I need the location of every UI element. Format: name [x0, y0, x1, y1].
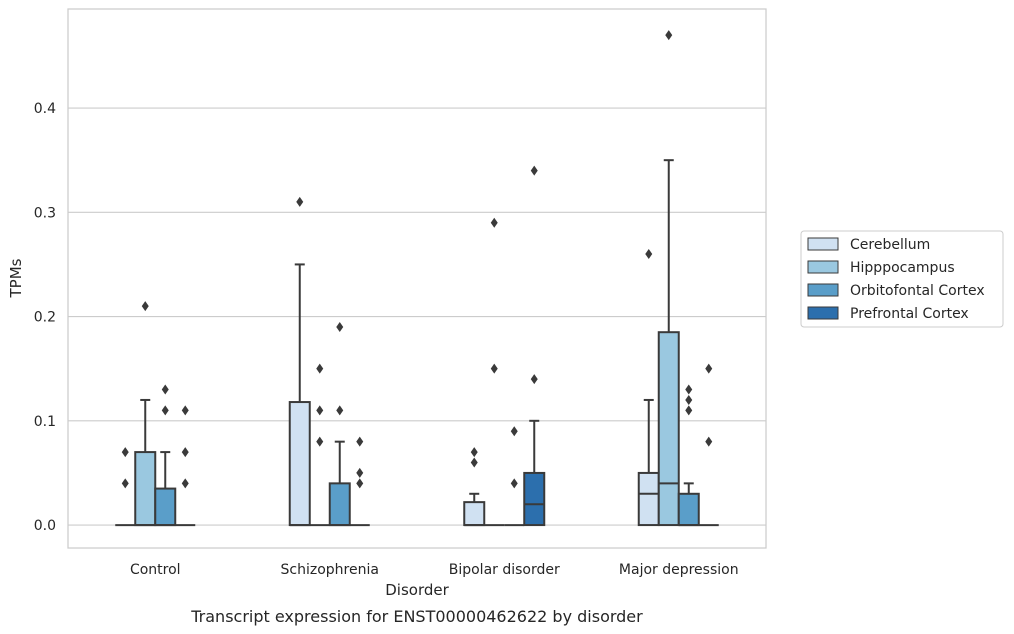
legend-swatch: [807, 237, 839, 251]
outlier-point: [645, 249, 653, 259]
outlier-point: [121, 478, 129, 489]
x-tick-label: Bipolar disorder: [449, 562, 560, 578]
outlier-point: [181, 478, 189, 489]
legend-label: Cerebellum: [850, 237, 930, 253]
legend-swatch: [807, 283, 839, 297]
x-axis-ticks: Control Schizophrenia Bipolar disorder Majo…: [130, 562, 739, 578]
legend-label: Prefrontal Cortex: [850, 306, 969, 322]
outlier-point: [685, 384, 693, 395]
box-prefrontal-cortex: [175, 405, 196, 527]
outlier-point: [316, 363, 324, 374]
outlier-point: [685, 405, 693, 416]
y-tick-label: 0.3: [34, 205, 56, 221]
outlier-point: [121, 447, 129, 458]
plot-area-frame: [67, 8, 767, 549]
box-cerebellum: [637, 249, 660, 527]
box-hipppocampus: [484, 217, 505, 527]
box-body: [523, 471, 546, 527]
legend-swatch: [807, 306, 839, 320]
outlier-point: [316, 436, 324, 447]
outlier-point: [356, 478, 364, 489]
box-hipppocampus: [657, 30, 680, 527]
outlier-point: [510, 426, 518, 437]
outlier-point: [510, 478, 518, 489]
legend-frame: [800, 230, 1004, 328]
outlier-point: [490, 217, 498, 228]
y-tick-label: 0.0: [34, 518, 56, 534]
outlier-point: [356, 467, 364, 478]
box-body: [328, 482, 351, 527]
box-cerebellum: [463, 447, 486, 527]
outlier-point: [161, 384, 169, 395]
outlier-point: [470, 457, 478, 468]
legend: Cerebellum Hipppocampus Orbitofontal Corte…: [800, 230, 1004, 328]
boxes: [115, 30, 719, 527]
box-body: [288, 401, 311, 527]
x-tick-label: Schizophrenia: [281, 562, 379, 578]
outlier-point: [181, 447, 189, 458]
y-tick-label: 0.2: [34, 310, 56, 326]
box-hipppocampus: [309, 363, 330, 527]
box-body: [677, 492, 700, 527]
outlier-point: [705, 363, 713, 374]
outlier-point: [336, 321, 344, 332]
legend-label: Hipppocampus: [850, 260, 955, 276]
box-body: [154, 487, 177, 527]
outlier-point: [530, 165, 538, 176]
outlier-point: [141, 301, 149, 312]
outlier-point: [161, 405, 169, 416]
outlier-point: [356, 436, 364, 447]
y-tick-label: 0.1: [34, 414, 56, 430]
y-axis-ticks: 0.0 0.1 0.2 0.3 0.4: [34, 101, 56, 534]
box-body: [657, 331, 680, 527]
box-orbitofontal-cortex: [677, 384, 700, 527]
box-orbitofontal-cortex: [504, 426, 525, 527]
legend-swatch: [807, 260, 839, 274]
box-prefrontal-cortex: [523, 165, 546, 527]
legend-label: Orbitofontal Cortex: [850, 283, 985, 299]
chart-caption: Transcript expression for ENST0000046262…: [190, 607, 643, 626]
y-tick-label: 0.4: [34, 101, 56, 117]
outlier-point: [530, 374, 538, 385]
box-prefrontal-cortex: [698, 363, 719, 527]
box-cerebellum: [288, 196, 311, 527]
box-orbitofontal-cortex: [328, 321, 351, 527]
box-hipppocampus: [134, 301, 157, 527]
outlier-point: [665, 30, 673, 41]
box-orbitofontal-cortex: [154, 384, 177, 527]
outlier-point: [685, 394, 693, 405]
x-tick-label: Control: [130, 562, 181, 578]
outlier-point: [490, 363, 498, 374]
y-axis-title: TPMs: [7, 258, 25, 298]
x-tick-label: Major depression: [619, 562, 739, 578]
box-body: [637, 471, 660, 527]
box-body: [463, 501, 486, 527]
x-axis-title: Disorder: [385, 581, 449, 599]
outlier-point: [705, 436, 713, 447]
box-prefrontal-cortex: [349, 436, 370, 527]
box-body: [134, 451, 157, 527]
outlier-point: [470, 447, 478, 458]
box-cerebellum: [115, 447, 136, 527]
outlier-point: [316, 405, 324, 416]
outlier-point: [336, 405, 344, 416]
outlier-point: [296, 196, 304, 207]
outlier-point: [181, 405, 189, 416]
